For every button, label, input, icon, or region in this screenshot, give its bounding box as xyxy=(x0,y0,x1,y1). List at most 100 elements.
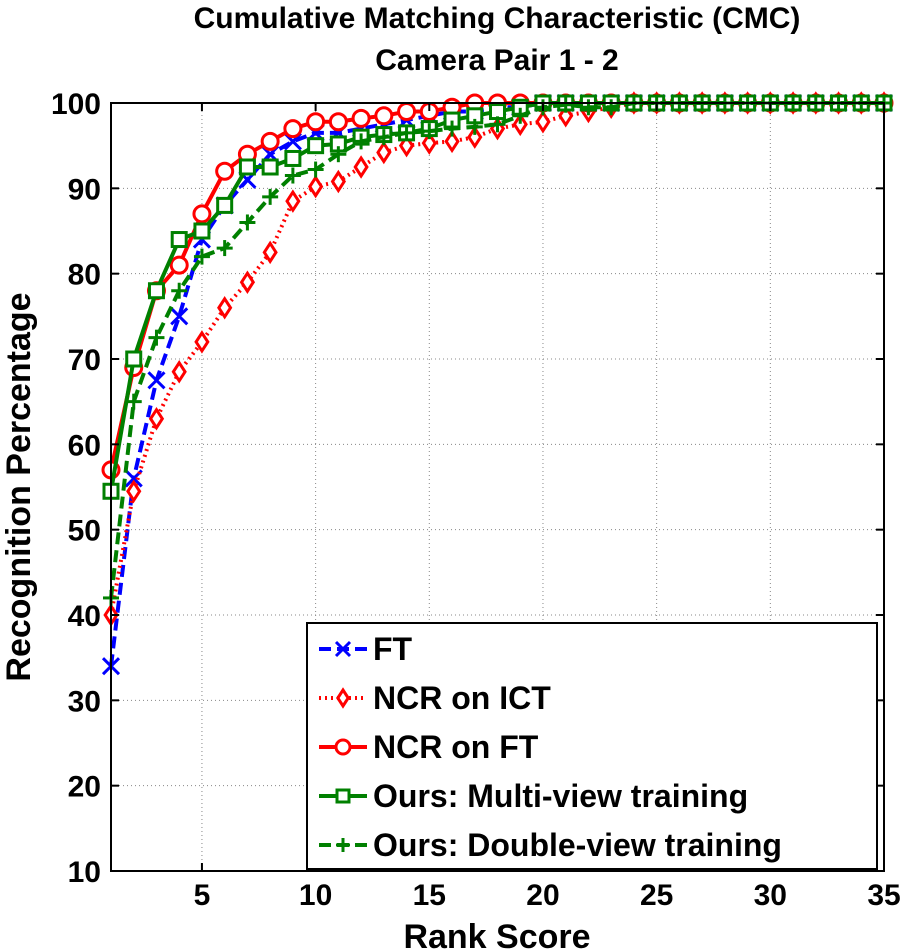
plus-marker xyxy=(125,393,142,410)
plot-frame xyxy=(110,102,885,872)
square-marker xyxy=(147,282,165,300)
diamond-marker xyxy=(336,687,350,709)
series-ft xyxy=(101,93,894,676)
diamond-marker xyxy=(194,330,210,354)
y-tick-label: 80 xyxy=(68,259,101,292)
x-marker xyxy=(170,307,189,326)
square-marker xyxy=(170,231,188,249)
plus-marker xyxy=(307,161,324,178)
circle-marker xyxy=(260,131,280,151)
circle-marker xyxy=(328,112,348,132)
circle-marker xyxy=(169,255,189,275)
plus-marker xyxy=(239,214,256,231)
plus-marker xyxy=(330,146,347,163)
legend-label: FT xyxy=(373,631,413,667)
plus-marker xyxy=(603,99,620,116)
diamond-marker xyxy=(535,110,551,134)
plus-marker xyxy=(444,120,461,137)
diamond-marker xyxy=(353,155,369,179)
diamond-marker xyxy=(376,140,392,165)
chart-subtitle: Camera Pair 1 - 2 xyxy=(375,44,618,77)
diamond-marker xyxy=(171,360,187,384)
x-tick-label: 25 xyxy=(640,879,673,912)
plus-marker xyxy=(466,118,483,135)
legend-label: Ours: Double-view training xyxy=(373,827,782,863)
series-line xyxy=(109,101,884,616)
diamond-marker xyxy=(444,129,460,154)
series-line xyxy=(109,101,884,667)
legend-item: FT xyxy=(319,631,413,667)
series-line xyxy=(109,101,884,492)
plus-marker xyxy=(580,99,597,116)
y-tick-label: 40 xyxy=(68,600,101,633)
y-axis-label: Recognition Percentage xyxy=(0,292,38,681)
series-line xyxy=(109,101,884,471)
x-tick-label: 10 xyxy=(299,879,332,912)
plus-marker xyxy=(557,96,574,113)
legend: FT NCR on ICT NCR on FT Ours: Multi-view tr… xyxy=(306,622,878,870)
y-tick-label: 10 xyxy=(68,856,101,889)
plus-marker xyxy=(512,107,529,124)
plus-marker xyxy=(148,329,165,346)
plus-marker xyxy=(489,116,506,133)
y-tick-label: 70 xyxy=(68,344,101,377)
square-marker xyxy=(125,350,143,368)
diamond-marker xyxy=(217,296,233,320)
legend-label: NCR on ICT xyxy=(373,680,551,716)
diamond-marker xyxy=(262,240,278,265)
square-marker xyxy=(216,196,234,214)
plus-marker xyxy=(398,124,415,141)
series-ours-multi-view-training xyxy=(102,94,893,500)
circle-marker xyxy=(374,106,394,126)
circle-marker xyxy=(397,102,417,122)
plus-marker xyxy=(375,129,392,146)
circle-marker xyxy=(306,112,326,132)
plus-marker xyxy=(421,123,438,140)
x-marker xyxy=(147,371,166,390)
diamond-marker xyxy=(148,406,165,431)
y-tick-label: 30 xyxy=(68,685,101,718)
square-marker xyxy=(307,137,325,155)
legend-box xyxy=(306,622,878,870)
diamond-marker xyxy=(330,169,346,194)
diamond-marker xyxy=(239,270,256,294)
square-marker xyxy=(335,788,351,804)
legend-item: Ours: Multi-view training xyxy=(319,778,748,814)
y-tick-label: 50 xyxy=(68,515,101,548)
y-tick-label: 60 xyxy=(68,429,101,462)
diamond-marker xyxy=(512,112,528,137)
square-marker xyxy=(193,222,211,240)
plus-marker xyxy=(336,838,350,852)
y-tick-label: 100 xyxy=(51,88,101,121)
y-tick-label: 20 xyxy=(68,771,101,804)
circle-marker xyxy=(334,738,352,756)
x-tick-label: 30 xyxy=(754,879,787,912)
diamond-marker xyxy=(421,131,437,155)
x-marker xyxy=(334,640,352,658)
diamond-marker xyxy=(285,189,301,213)
legend-item: Ours: Double-view training xyxy=(319,827,782,863)
square-marker xyxy=(261,158,279,176)
x-tick-label: 35 xyxy=(867,879,900,912)
series-ncr-on-ft xyxy=(101,93,894,480)
plus-marker xyxy=(353,133,370,150)
series-layer xyxy=(101,91,894,676)
chart-title: Cumulative Matching Characteristic (CMC) xyxy=(194,2,801,35)
legend-label: NCR on FT xyxy=(373,729,539,765)
x-tick-label: 20 xyxy=(526,879,559,912)
diamond-marker xyxy=(307,174,324,199)
plus-marker xyxy=(216,240,233,257)
plus-marker xyxy=(262,188,279,205)
legend-item: NCR on FT xyxy=(319,729,539,765)
legend-item: NCR on ICT xyxy=(319,680,551,716)
circle-marker xyxy=(283,119,303,139)
plus-marker xyxy=(284,167,301,184)
diamond-marker xyxy=(126,479,142,504)
plus-marker xyxy=(171,282,188,299)
legend-label: Ours: Multi-view training xyxy=(373,778,748,814)
y-tick-label: 90 xyxy=(68,173,101,206)
circle-marker xyxy=(351,108,371,128)
tick-layer: 5 10 15 20 25 30 35 10 20 30 40 50 60 70 80 90 100 xyxy=(51,88,901,912)
diamond-marker xyxy=(467,125,483,149)
